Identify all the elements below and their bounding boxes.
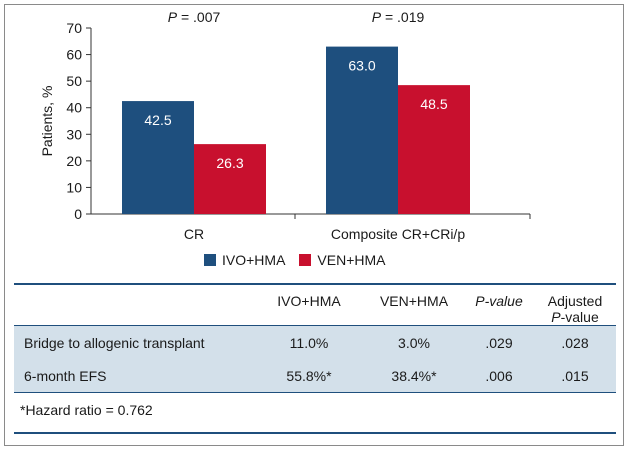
bar-value-label: 42.5 bbox=[144, 112, 171, 128]
header-adjusted-p-value: Adjusted P-value bbox=[534, 293, 616, 325]
p-value-annotation: P = .019 bbox=[372, 9, 425, 25]
row-label: 6-month EFS bbox=[24, 367, 107, 384]
legend-swatch-ven-hma bbox=[299, 254, 312, 266]
cell-adjusted-p: .028 bbox=[561, 334, 589, 351]
table-bottom-rule bbox=[14, 432, 616, 434]
table-footnote: *Hazard ratio = 0.762 bbox=[20, 402, 153, 418]
y-tick-label: 70 bbox=[66, 20, 82, 36]
bar-value-label: 63.0 bbox=[348, 58, 375, 74]
y-tick-label: 10 bbox=[66, 179, 82, 195]
y-tick-label: 0 bbox=[74, 206, 82, 222]
bar-value-label: 26.3 bbox=[216, 155, 243, 171]
table-top-rule bbox=[14, 283, 616, 285]
chart-labels: 42.5 26.3 CR P = .007 63.0 48.5 Composite CR+C… bbox=[144, 9, 465, 242]
row-label: Bridge to allogenic transplant bbox=[24, 334, 205, 351]
cell-ivo: 11.0% bbox=[289, 334, 329, 351]
bar-ivo-hma-0 bbox=[122, 101, 194, 214]
y-tick-label: 50 bbox=[66, 73, 82, 89]
header-p-value: P-value bbox=[464, 293, 534, 309]
legend-label-ven-hma: VEN+HMA bbox=[317, 252, 386, 268]
cell-p: .006 bbox=[485, 367, 513, 384]
header-p-value-text: P-value bbox=[475, 293, 523, 309]
header-ven-hma: VEN+HMA bbox=[379, 293, 449, 309]
header-ivo-hma: IVO+HMA bbox=[277, 293, 341, 309]
p-value-annotation: P = .007 bbox=[168, 9, 221, 25]
y-tick-label: 20 bbox=[66, 153, 82, 169]
bar-chart: 0 10 20 30 40 50 60 70 Patients, % 42.5 26.3 CR P =… bbox=[39, 9, 531, 242]
results-table: IVO+HMA VEN+HMA P-value Adjusted P-value… bbox=[14, 283, 616, 427]
header-adjusted-line2: P-value bbox=[551, 309, 599, 325]
bar-ven-hma-1 bbox=[398, 85, 470, 214]
legend-swatch-ivo-hma bbox=[204, 254, 216, 266]
y-tick-label: 60 bbox=[66, 47, 82, 63]
table-row: Bridge to allogenic transplant 11.0% 3.0… bbox=[14, 325, 616, 359]
y-axis-label: Patients, % bbox=[39, 86, 55, 157]
chart-bars bbox=[122, 46, 470, 214]
legend-item-ven-hma: VEN+HMA bbox=[299, 252, 385, 268]
chart-legend: IVO+HMA VEN+HMA bbox=[204, 252, 399, 268]
bar-ven-hma-0 bbox=[194, 144, 266, 214]
cell-ven: 3.0% bbox=[398, 334, 430, 351]
cell-p: .029 bbox=[485, 334, 513, 351]
table-header-row: IVO+HMA VEN+HMA P-value Adjusted P-value bbox=[14, 285, 616, 325]
table-row: 6-month EFS 55.8%* 38.4%* .006 .015 bbox=[14, 359, 616, 393]
cell-ivo: 55.8%* bbox=[286, 367, 332, 384]
x-category-label: CR bbox=[184, 226, 204, 242]
bar-ivo-hma-1 bbox=[326, 46, 398, 214]
legend-item-ivo-hma: IVO+HMA bbox=[204, 252, 285, 268]
y-tick-label: 30 bbox=[66, 126, 82, 142]
header-adjusted-line1: Adjusted bbox=[547, 293, 603, 309]
legend-label-ivo-hma: IVO+HMA bbox=[222, 252, 286, 268]
cell-ven: 38.4%* bbox=[391, 367, 437, 384]
bar-value-label: 48.5 bbox=[420, 96, 447, 112]
y-tick-label: 40 bbox=[66, 100, 82, 116]
x-category-label: Composite CR+CRi/p bbox=[331, 226, 465, 242]
cell-adjusted-p: .015 bbox=[561, 367, 589, 384]
